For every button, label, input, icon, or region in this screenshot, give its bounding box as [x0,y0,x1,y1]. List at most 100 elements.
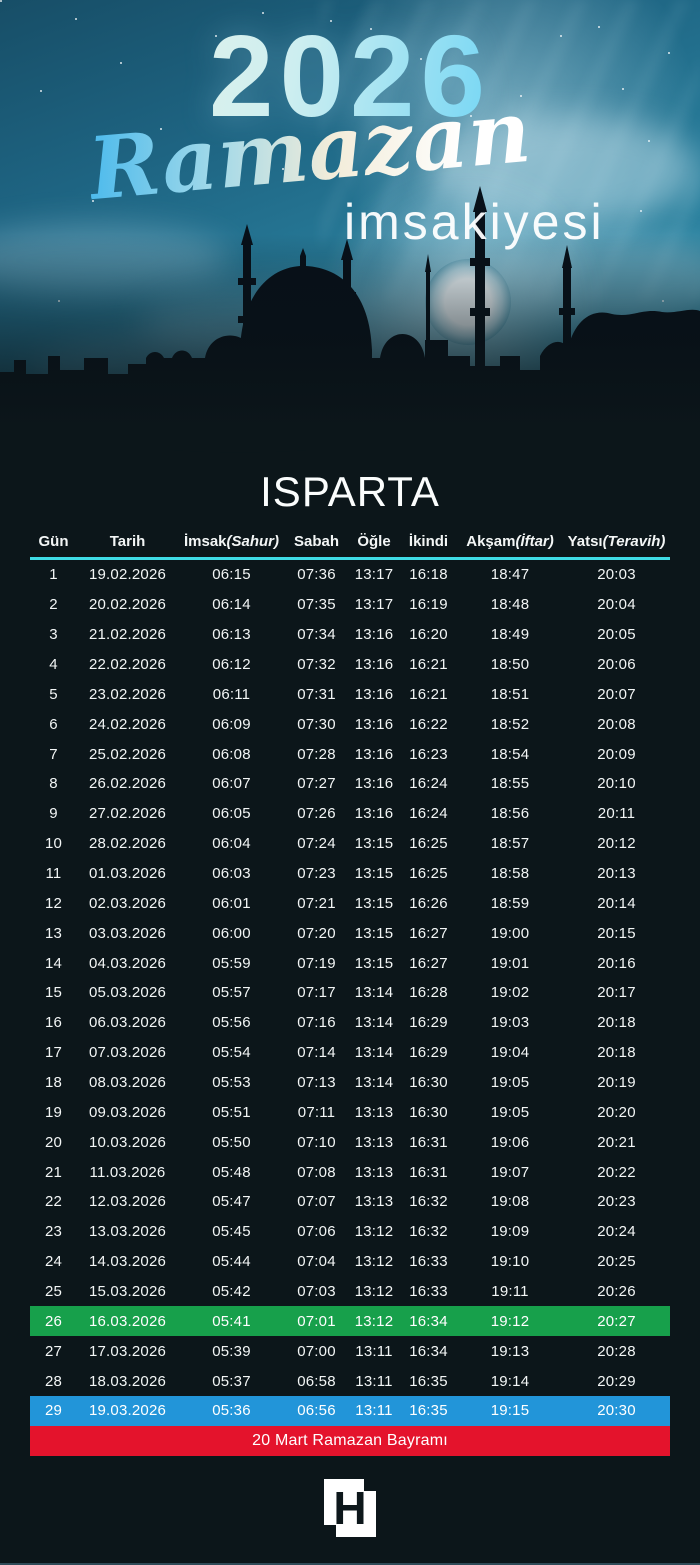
cell-ogle: 13:12 [354,1253,394,1271]
hero-fade-overlay [0,0,700,450]
cell-gun: 23 [44,1223,63,1241]
cell-aksam: 19:13 [490,1342,530,1360]
cell-yatsi: 20:07 [597,685,636,703]
cell-yatsi: 20:23 [597,1193,636,1211]
cell-imsak: 06:00 [212,924,251,942]
cell-aksam: 18:51 [490,685,530,703]
cell-aksam: 18:58 [490,865,530,883]
cell-ogle: 13:12 [354,1312,394,1330]
cell-aksam: 19:10 [490,1253,530,1271]
cell-gun: 12 [44,894,63,912]
cell-tarih: 09.03.2026 [88,1103,167,1121]
cell-gun: 17 [44,1044,63,1062]
cell-ogle: 13:16 [354,626,394,644]
table-row: 27 17.03.2026 05:39 07:00 13:11 16:34 19:13 20:… [30,1336,670,1366]
cell-imsak: 06:14 [212,596,251,614]
cell-tarih: 02.03.2026 [88,894,167,912]
cell-ogle: 13:15 [354,924,394,942]
cell-gun: 28 [44,1372,63,1390]
cell-aksam: 18:52 [490,715,530,733]
cell-imsak: 05:39 [212,1342,251,1360]
cell-ikindi: 16:31 [409,1163,448,1181]
cell-tarih: 03.03.2026 [88,924,167,942]
cell-yatsi: 20:04 [597,596,636,614]
col-header-yatsi: Yatsı(Teravih) [567,532,666,550]
table-row: 14 04.03.2026 05:59 07:19 13:15 16:27 19:01 20:… [30,948,670,978]
logo-square-front [336,1491,376,1537]
cell-gun: 3 [49,626,58,644]
cell-tarih: 25.02.2026 [88,745,167,763]
cell-ikindi: 16:20 [409,626,448,644]
col-header-imsak: İmsak(Sahur) [183,532,280,550]
table-row: 6 24.02.2026 06:09 07:30 13:16 16:22 18:52 20:0… [30,709,670,739]
hero-banner: 2026 Ramazan imsakiyesi [0,0,700,450]
cell-gun: 11 [45,865,62,883]
cell-imsak: 06:07 [212,775,251,793]
cell-sabah: 07:04 [297,1253,336,1271]
cell-ogle: 13:16 [354,805,394,823]
cell-imsak: 05:51 [212,1103,251,1121]
cell-yatsi: 20:28 [597,1342,636,1360]
table-row: 20 10.03.2026 05:50 07:10 13:13 16:31 19:06 20:… [30,1127,670,1157]
cell-imsak: 05:44 [212,1253,251,1271]
table-row: 3 21.02.2026 06:13 07:34 13:16 16:20 18:49 20:0… [30,620,670,650]
cell-aksam: 18:50 [490,656,530,673]
table-row: 23 13.03.2026 05:45 07:06 13:12 16:32 19:09 20:… [30,1217,670,1247]
cell-gun: 2 [49,596,58,614]
cell-sabah: 07:16 [297,1014,336,1032]
cell-gun: 15 [44,984,63,1002]
cell-aksam: 19:14 [490,1372,530,1390]
cell-tarih: 12.03.2026 [88,1193,167,1211]
cell-aksam: 19:00 [490,924,530,942]
cell-sabah: 07:34 [297,626,336,644]
cell-yatsi: 20:25 [597,1253,636,1271]
cell-aksam: 19:15 [490,1402,530,1420]
table-row: 4 22.02.2026 06:12 07:32 13:16 16:21 18:50 20:0… [30,650,670,680]
cell-ikindi: 16:29 [409,1014,448,1032]
cell-imsak: 05:59 [212,954,251,972]
cell-yatsi: 20:18 [597,1014,636,1032]
cell-tarih: 01.03.2026 [88,865,167,883]
cell-sabah: 07:23 [297,865,336,883]
prayer-times-table: Gün Tarih İmsak(Sahur) Sabah Öğle İkindi… [30,528,670,1456]
cell-ogle: 13:13 [354,1193,394,1211]
cell-aksam: 18:56 [490,805,530,823]
cell-ikindi: 16:19 [409,596,448,614]
cell-sabah: 07:35 [297,596,336,614]
cell-ikindi: 16:22 [409,715,448,733]
table-row: 29 19.03.2026 05:36 06:56 13:11 16:35 19:15 20:… [30,1396,670,1426]
cell-sabah: 07:30 [297,715,336,733]
cell-tarih: 15.03.2026 [88,1283,167,1301]
cell-tarih: 26.02.2026 [88,775,167,793]
cell-ogle: 13:11 [355,1342,393,1360]
cell-tarih: 16.03.2026 [88,1312,167,1330]
cell-sabah: 07:10 [297,1133,336,1151]
cell-tarih: 13.03.2026 [88,1223,167,1241]
cell-yatsi: 20:12 [597,835,636,853]
cell-sabah: 07:11 [297,1103,336,1121]
cell-aksam: 19:11 [491,1283,529,1301]
cell-imsak: 05:37 [212,1372,251,1390]
col-header-sabah: Sabah [293,532,339,550]
cell-ogle: 13:16 [354,745,394,763]
cell-ikindi: 16:32 [409,1193,448,1211]
cell-gun: 25 [44,1283,63,1301]
table-row: 26 16.03.2026 05:41 07:01 13:12 16:34 19:12 20:… [30,1306,670,1337]
cell-gun: 22 [44,1193,63,1211]
bottom-edge-line [0,1563,700,1565]
cell-gun: 29 [44,1402,63,1420]
table-row: 17 07.03.2026 05:54 07:14 13:14 16:29 19:04 20:… [30,1038,670,1068]
cell-gun: 5 [49,685,58,703]
cell-imsak: 06:11 [212,685,251,703]
cell-sabah: 07:32 [297,656,336,673]
cell-yatsi: 20:06 [597,656,636,673]
cell-ogle: 13:15 [354,865,394,883]
cell-gun: 19 [44,1103,63,1121]
table-row: 21 11.03.2026 05:48 07:08 13:13 16:31 19:07 20:… [30,1157,670,1187]
cell-aksam: 19:02 [490,984,530,1002]
cell-yatsi: 20:14 [597,894,636,912]
cell-sabah: 07:13 [297,1074,336,1092]
cell-ikindi: 16:29 [409,1044,448,1062]
table-row: 13 03.03.2026 06:00 07:20 13:15 16:27 19:00 20:… [30,918,670,948]
cell-tarih: 19.03.2026 [88,1402,167,1420]
